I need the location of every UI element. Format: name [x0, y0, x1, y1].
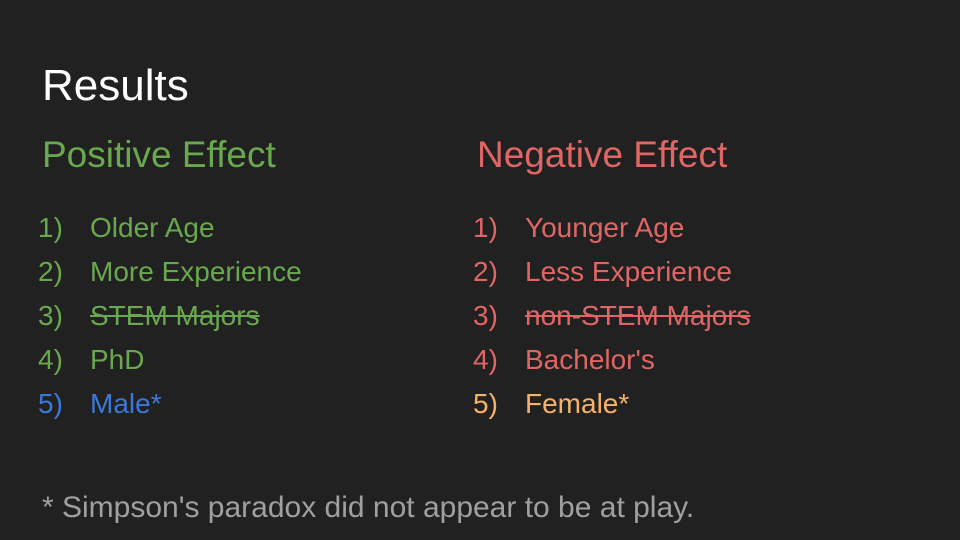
negative-item-2: 2) Less Experience	[473, 250, 751, 294]
positive-item-4: 4) PhD	[38, 338, 302, 382]
negative-item-1: 1) Younger Age	[473, 206, 751, 250]
negative-item-3-number: 3)	[473, 300, 498, 331]
negative-item-1-text: Younger Age	[525, 212, 685, 243]
negative-item-5-number: 5)	[473, 388, 498, 419]
negative-effect-list: 1) Younger Age 2) Less Experience 3) non-ST…	[473, 206, 751, 426]
positive-item-5-text: Male*	[90, 388, 162, 419]
positive-item-1-text: Older Age	[90, 212, 215, 243]
positive-effect-list: 1) Older Age 2) More Experience 3) STEM Maj…	[38, 206, 302, 426]
footnote: * Simpson's paradox did not appear to be…	[42, 491, 695, 524]
positive-item-4-number: 4)	[38, 344, 63, 375]
negative-item-5: 5) Female*	[473, 382, 751, 426]
positive-effect-heading: Positive Effect	[42, 134, 276, 175]
negative-effect-heading: Negative Effect	[477, 134, 728, 175]
positive-item-3-number: 3)	[38, 300, 63, 331]
positive-item-1-number: 1)	[38, 212, 63, 243]
negative-item-2-text: Less Experience	[525, 256, 733, 287]
positive-item-3: 3) STEM Majors	[38, 294, 302, 338]
negative-item-2-number: 2)	[473, 256, 498, 287]
negative-item-3-text: non-STEM Majors	[525, 300, 751, 331]
negative-item-4-number: 4)	[473, 344, 498, 375]
negative-item-1-number: 1)	[473, 212, 498, 243]
negative-item-5-text: Female*	[525, 388, 630, 419]
positive-item-5-number: 5)	[38, 388, 63, 419]
positive-item-5: 5) Male*	[38, 382, 302, 426]
slide-title: Results	[42, 61, 189, 110]
positive-item-2-number: 2)	[38, 256, 63, 287]
positive-item-3-text: STEM Majors	[90, 300, 260, 331]
negative-item-3: 3) non-STEM Majors	[473, 294, 751, 338]
positive-item-4-text: PhD	[90, 344, 145, 375]
positive-item-2: 2) More Experience	[38, 250, 302, 294]
negative-item-4-text: Bachelor's	[525, 344, 655, 375]
positive-item-1: 1) Older Age	[38, 206, 302, 250]
negative-item-4: 4) Bachelor's	[473, 338, 751, 382]
positive-item-2-text: More Experience	[90, 256, 302, 287]
